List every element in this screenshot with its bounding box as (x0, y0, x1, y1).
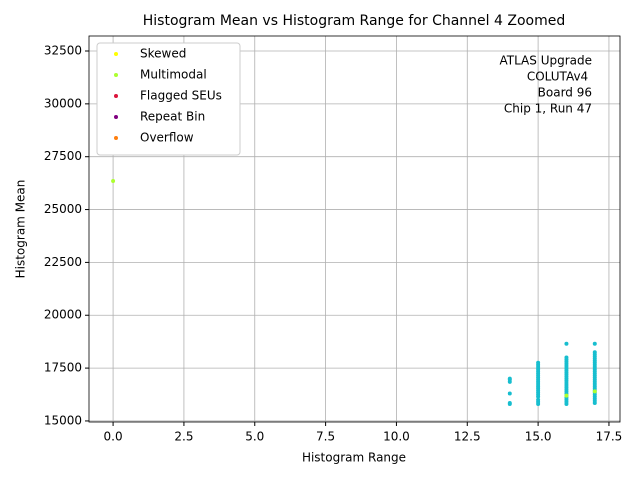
point (564, 355, 569, 360)
legend-marker (114, 52, 118, 56)
point (564, 341, 569, 346)
point (536, 397, 541, 402)
legend-marker (114, 136, 118, 140)
y-tick-label: 32500 (44, 44, 82, 58)
x-tick-label: 0.0 (104, 430, 123, 444)
legend-marker (114, 73, 118, 77)
legend-label: Overflow (140, 131, 194, 145)
x-tick-label: 15.0 (525, 430, 552, 444)
annotation: ATLAS Upgrade (499, 54, 592, 68)
legend-label: Multimodal (140, 68, 207, 82)
y-tick-label: 30000 (44, 96, 82, 110)
legend-marker (114, 115, 118, 119)
legend-box (96, 42, 241, 156)
y-tick-label: 20000 (44, 308, 82, 322)
y-tick-label: 25000 (44, 202, 82, 216)
y-tick-label: 15000 (44, 413, 82, 427)
point (592, 341, 597, 346)
x-tick-label: 12.5 (454, 430, 481, 444)
x-axis-label: Histogram Range (302, 451, 406, 465)
point (111, 179, 116, 184)
chart-title: Histogram Mean vs Histogram Range for Ch… (143, 13, 565, 29)
point (592, 389, 597, 394)
legend-marker (114, 94, 118, 98)
point (507, 376, 512, 381)
legend-label: Skewed (140, 47, 186, 61)
y-tick-label: 17500 (44, 361, 82, 375)
legend-label: Repeat Bin (140, 110, 205, 124)
point (507, 391, 512, 396)
x-tick-label: 7.5 (316, 430, 335, 444)
y-tick-label: 27500 (44, 149, 82, 163)
point (592, 350, 597, 355)
x-tick-label: 2.5 (174, 430, 193, 444)
x-tick-label: 17.5 (596, 430, 623, 444)
annotation: COLUTAv4 (527, 70, 592, 84)
annotation: Chip 1, Run 47 (504, 102, 592, 116)
y-axis-label: Histogram Mean (14, 180, 28, 279)
plot-frame (88, 35, 621, 423)
point (536, 360, 541, 365)
point (507, 400, 512, 405)
x-tick-label: 10.0 (383, 430, 410, 444)
y-tick-label: 22500 (44, 255, 82, 269)
legend-label: Flagged SEUs (140, 89, 222, 103)
point (564, 393, 569, 398)
annotation: Board 96 (538, 86, 592, 100)
x-tick-label: 5.0 (245, 430, 264, 444)
